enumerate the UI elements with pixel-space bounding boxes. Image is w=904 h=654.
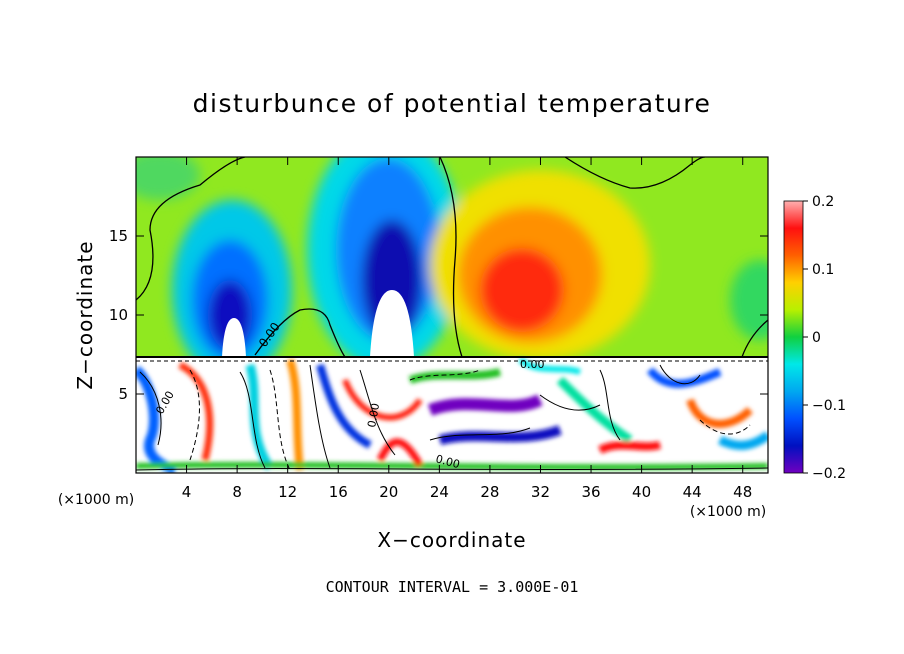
x-tick-label-44: 44: [683, 483, 702, 501]
colorbar-tick-label-4: −0.2: [812, 466, 846, 482]
contour-loop-mid: [254, 308, 346, 358]
lower-contours: [136, 364, 768, 471]
contour-top: [564, 157, 706, 189]
lower-contour-9: [539, 394, 601, 411]
contour-interval-note: CONTOUR INTERVAL = 3.000E-01: [326, 578, 579, 596]
lower-contour-11: [659, 364, 701, 385]
x-axis-ticks: 4 8 12 16 20 24 28 32 36 40 44 48: [182, 157, 752, 501]
z-unit-label: (×1000 m): [58, 492, 134, 508]
contour-left: [136, 157, 246, 301]
plume-core-left: [222, 318, 246, 357]
y-tick-label-10: 10: [109, 306, 128, 324]
lower-contour-8: [429, 427, 531, 441]
x-tick-label-16: 16: [329, 483, 348, 501]
boundary-layer: 0.00 0.00 0.00 0.00: [136, 357, 768, 473]
x-tick-label-8: 8: [232, 483, 242, 501]
warm-anomaly-core: [480, 248, 564, 332]
layer-band-11: [598, 441, 661, 454]
lower-contour-6: [359, 369, 396, 456]
layer-band-9: [438, 425, 562, 445]
chart-title: disturbunce of potential temperature: [193, 89, 712, 118]
layer-band-10: [556, 376, 633, 444]
layer-band-13: [686, 398, 753, 428]
x-tick-label-36: 36: [581, 483, 600, 501]
layer-band-8: [427, 394, 543, 416]
lower-contour-12: [699, 419, 751, 435]
colorbar-tick-label-0: 0.2: [812, 194, 834, 210]
colorbar-ticks: 0.2 0.1 0 −0.1 −0.2: [803, 194, 846, 482]
layer-band-4: [286, 358, 304, 471]
colorbar-ramp: [783, 200, 804, 474]
lower-contour-4: [269, 369, 291, 471]
lower-contour-10: [599, 369, 621, 441]
y-tick-label-5: 5: [118, 385, 128, 403]
lower-contour-7: [409, 369, 481, 381]
x-tick-label-40: 40: [632, 483, 651, 501]
layer-band-15: [136, 461, 768, 471]
contour-center: [439, 157, 463, 358]
layer-band-5: [316, 363, 372, 449]
y-tick-label-15: 15: [109, 227, 128, 245]
x-tick-label-24: 24: [430, 483, 449, 501]
lower-contour-1: [139, 371, 162, 446]
lower-contour-3: [239, 371, 266, 469]
layer-band-14: [717, 431, 768, 450]
colorbar-tick-label-3: −0.1: [812, 398, 846, 414]
colorbar-tick-label-2: 0: [812, 330, 821, 346]
y-axis-label: Z−coordinate: [73, 240, 97, 389]
x-unit-label: (×1000 m): [690, 504, 766, 520]
lower-contour-5: [309, 364, 331, 469]
plot-area: 0.00: [136, 157, 768, 473]
y-axis-ticks: 5 10 15: [109, 227, 768, 403]
lower-contour-2: [189, 369, 200, 461]
x-tick-label-12: 12: [278, 483, 297, 501]
cool-patch-topleft: [136, 157, 200, 200]
contour-label-lower-3: 0.00: [434, 452, 461, 471]
upper-contours: [136, 157, 768, 358]
cool-patch-right: [730, 260, 768, 340]
layer-band-16: [376, 438, 424, 467]
contour-label-lower-4: 0.00: [520, 358, 545, 371]
layer-band-2: [178, 361, 214, 461]
layer-band-3: [245, 363, 274, 471]
x-tick-label-20: 20: [379, 483, 398, 501]
lower-contour-13: [136, 467, 768, 471]
x-tick-label-32: 32: [531, 483, 550, 501]
layer-band-6: [342, 378, 423, 421]
colorbar: 0.2 0.1 0 −0.1 −0.2: [783, 194, 846, 482]
contour-right: [741, 319, 768, 358]
x-tick-label-28: 28: [480, 483, 499, 501]
colorbar-tick-label-1: 0.1: [812, 262, 834, 278]
contour-label-lower-2: 0.00: [365, 402, 382, 428]
plume-core-center: [370, 290, 414, 357]
x-tick-label-4: 4: [182, 483, 192, 501]
layer-band-17: [518, 357, 581, 375]
x-axis-label: X−coordinate: [377, 528, 526, 552]
x-tick-label-48: 48: [733, 483, 752, 501]
